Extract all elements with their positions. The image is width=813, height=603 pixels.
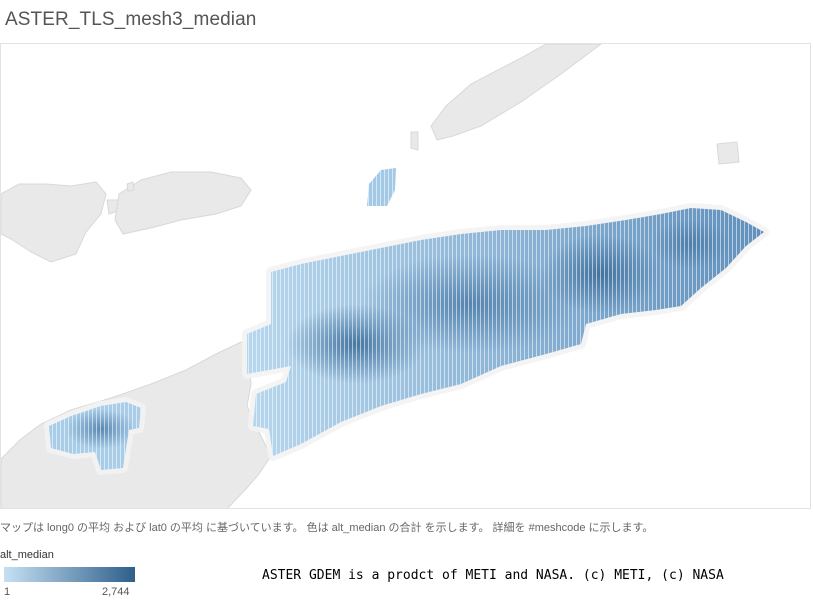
legend-color-ramp[interactable]	[4, 567, 135, 582]
mesh-timor-leste-main[interactable]	[241, 204, 771, 464]
mesh-atauro[interactable]	[361, 164, 401, 209]
land-islet-2	[410, 131, 419, 151]
data-credit: ASTER GDEM is a prodct of METI and NASA.…	[262, 568, 724, 583]
legend-min-label: 1	[4, 586, 11, 598]
land-island-north-center	[114, 171, 252, 235]
legend-title: alt_median	[0, 549, 54, 561]
land-islet-1	[126, 181, 135, 192]
land-island-northwest	[1, 181, 107, 263]
land-islet-3	[716, 141, 740, 165]
legend-max-label: 2,744	[102, 586, 130, 598]
land-island-northeast	[430, 44, 602, 141]
map-svg[interactable]	[1, 44, 811, 509]
map-caption: マップは long0 の平均 および lat0 の平均 に基づいています。 色は…	[0, 522, 654, 534]
sheet-title: ASTER_TLS_mesh3_median	[5, 9, 257, 30]
map-canvas[interactable]	[0, 43, 811, 509]
